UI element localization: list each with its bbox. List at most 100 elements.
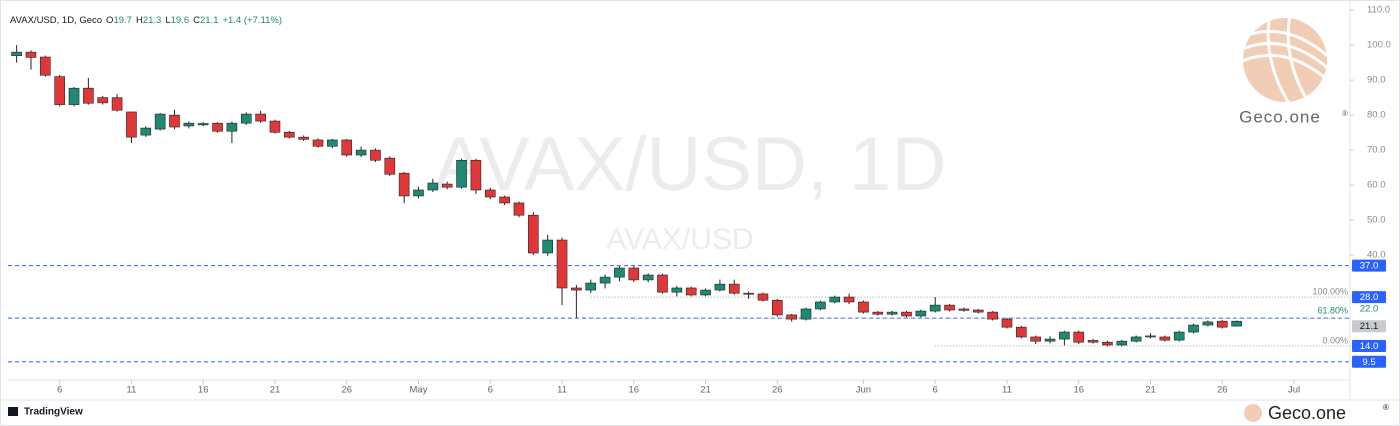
y-tick-label: 100.0 (1367, 40, 1391, 51)
candle-body (944, 304, 955, 311)
header-symbol: AVAX/USD, 1D, Geco (10, 15, 102, 26)
candle-body (1030, 336, 1041, 342)
fib-axis-label: 28.0 (1360, 292, 1379, 303)
candle-body (628, 267, 640, 281)
candle-body (858, 301, 869, 313)
candle-body (1202, 321, 1214, 326)
candle-body (384, 157, 396, 175)
footer-brand: Geco.one (1268, 403, 1346, 423)
fib-axis-label: 22.0 (1360, 304, 1379, 315)
candle-body (269, 120, 281, 133)
candle-body (872, 311, 884, 315)
candle-body (700, 289, 711, 296)
candle-body (484, 189, 496, 198)
price-label: 37.0 (1360, 261, 1379, 272)
header-change: +1.4 (+7.11%) (222, 15, 282, 26)
candle-body (800, 308, 812, 320)
candle-body (456, 159, 467, 188)
candle-body (1130, 336, 1142, 342)
candle-body (642, 274, 654, 281)
candle-body (929, 304, 941, 312)
last-price-label: 21.1 (1360, 321, 1379, 332)
candle-body (685, 287, 697, 296)
candle-body (972, 309, 984, 313)
candle-body (915, 310, 927, 317)
candle-body (197, 123, 209, 126)
y-tick-label: 50.0 (1367, 215, 1386, 226)
header-l_label: L (165, 15, 170, 26)
x-tick-label: 21 (1145, 385, 1156, 396)
x-tick-label: 6 (57, 385, 62, 396)
y-tick-label: 60.0 (1367, 180, 1386, 191)
candle-body (240, 113, 252, 124)
candle-body (83, 87, 94, 104)
candle-body (528, 214, 539, 254)
header-close: 21.1 (200, 15, 219, 26)
price-label-box (1352, 259, 1386, 272)
candle-body (212, 122, 223, 132)
header-high: 21.3 (143, 15, 162, 26)
y-tick-label: 40.0 (1367, 250, 1386, 261)
candle-body (772, 299, 783, 316)
candle-body (427, 182, 439, 191)
candle-body (413, 189, 424, 197)
header-c_label: C (193, 15, 200, 26)
header: AVAX/USD, 1D, Geco O19.7 H21.3 L19.6 C21.1 +1… (10, 15, 282, 26)
candle-body (111, 97, 123, 111)
candle-body (25, 51, 37, 58)
platform: TradingView (24, 407, 83, 418)
candle-body (255, 113, 266, 122)
candle-body (556, 239, 568, 289)
candle-body (441, 183, 453, 188)
y-tick-label: 80.0 (1367, 110, 1386, 121)
candle-body (728, 283, 740, 294)
logo-text: Geco.one (1239, 107, 1321, 126)
candle-body (370, 149, 381, 161)
candle-body (657, 274, 668, 293)
x-tick-label: 6 (488, 385, 493, 396)
candle-body (154, 113, 166, 130)
x-tick-label: 21 (270, 385, 281, 396)
candle-body (140, 127, 152, 136)
candle-body (513, 202, 525, 216)
candle-body (355, 149, 367, 156)
x-tick-label: 6 (933, 385, 938, 396)
candle-body (542, 239, 553, 254)
candle-body (1087, 340, 1099, 343)
candle-body (1159, 336, 1171, 341)
candle-body (786, 314, 797, 320)
y-tick-label: 110.0 (1367, 5, 1390, 16)
x-tick-label: 11 (557, 385, 567, 396)
x-tick-label: 26 (772, 385, 783, 396)
header-h_label: H (136, 15, 143, 26)
candle-body (1173, 331, 1185, 341)
footer-tv-icon (8, 407, 18, 416)
candle-body (1073, 331, 1085, 343)
candle-body (1001, 318, 1013, 328)
candle-body (757, 293, 769, 301)
watermark: AVAX/USD, 1D (434, 122, 946, 207)
candle-body (886, 311, 898, 315)
fib-label: 0.00% (1322, 335, 1348, 345)
candle-body (327, 139, 338, 147)
logo-icon (1243, 18, 1327, 102)
footer-logo-icon (1244, 404, 1262, 422)
fib-axis-label: 14.0 (1360, 341, 1379, 352)
candle-body (470, 159, 482, 191)
price-label-box (1352, 355, 1386, 368)
x-tick-label: 26 (341, 385, 352, 396)
watermark-sub: AVAX/USD (606, 223, 753, 256)
candle-body (614, 267, 625, 278)
candle-body (571, 287, 582, 291)
candle-body (815, 301, 826, 310)
candle-body (226, 122, 238, 132)
candle-body (671, 287, 683, 293)
candle-body (298, 136, 309, 140)
footer-brand-mark: ® (1383, 403, 1389, 412)
logo-mark: ® (1342, 109, 1348, 118)
y-tick-label: 70.0 (1367, 145, 1386, 156)
price-label: 9.5 (1362, 357, 1375, 368)
x-tick-label: 21 (700, 385, 711, 396)
